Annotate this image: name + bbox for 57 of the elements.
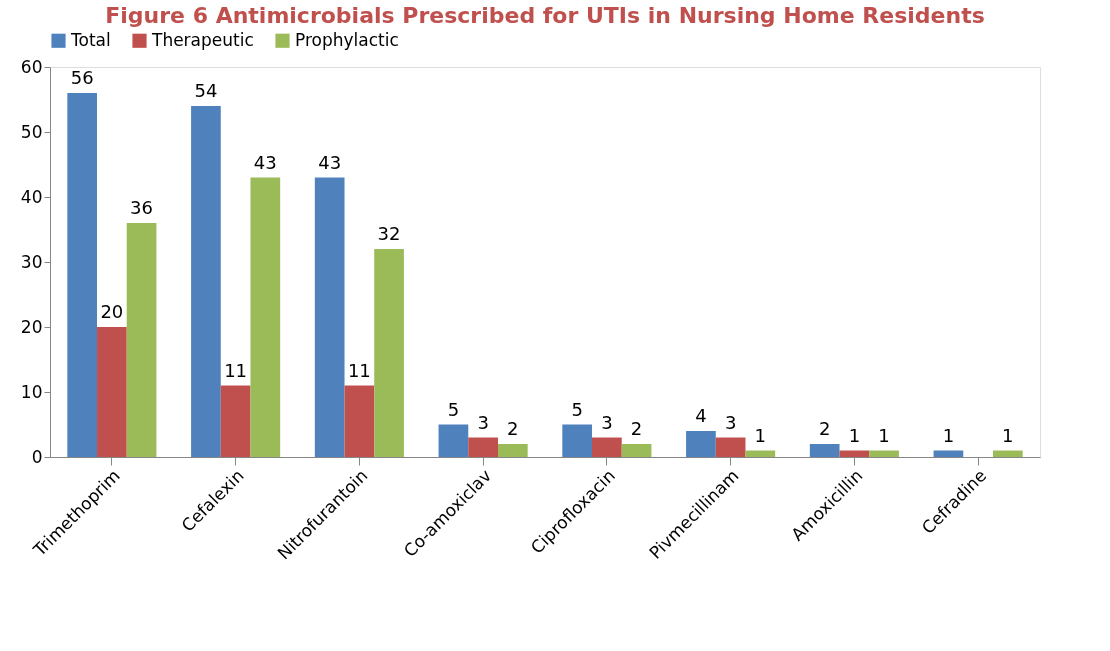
y-tick-label: 50	[20, 121, 43, 142]
bar	[67, 93, 98, 457]
bar	[933, 450, 964, 457]
data-label: 54	[194, 80, 218, 101]
chart-title: Figure 6 Antimicrobials Prescribed for UTIs in Nursing Home Residents	[105, 3, 985, 28]
data-label: 11	[224, 359, 248, 381]
bar	[191, 106, 221, 457]
bar	[592, 437, 622, 457]
data-label: 2	[818, 418, 831, 439]
y-tick-label: 0	[31, 446, 43, 467]
data-label: 1	[754, 424, 767, 446]
data-label: 5	[447, 398, 460, 420]
legend-label: Total	[70, 29, 111, 50]
bar	[497, 444, 528, 457]
bar	[220, 385, 251, 457]
data-label: 32	[377, 223, 401, 244]
bar	[374, 249, 404, 457]
bar	[126, 223, 157, 457]
bar	[869, 450, 899, 457]
bar	[562, 424, 593, 457]
bar	[745, 450, 776, 457]
bar	[250, 177, 281, 457]
data-label: 1	[848, 424, 861, 446]
bar	[715, 437, 746, 457]
y-tick-label: 10	[20, 381, 43, 402]
data-label: 20	[100, 301, 124, 322]
data-label: 2	[507, 418, 519, 439]
y-tick-label: 40	[20, 186, 43, 207]
data-label: 1	[878, 424, 890, 446]
bar	[314, 177, 345, 457]
data-label: 4	[695, 405, 707, 426]
bar	[344, 385, 375, 457]
bar	[621, 444, 652, 457]
data-label: 11	[347, 359, 371, 381]
data-label: 1	[1002, 424, 1014, 446]
data-label: 5	[571, 398, 583, 420]
bar	[97, 327, 127, 457]
data-label: 3	[724, 411, 737, 433]
y-tick-label: 60	[20, 56, 43, 77]
data-label: 2	[630, 418, 643, 439]
bar	[839, 450, 870, 457]
bar	[992, 450, 1023, 457]
data-label: 56	[70, 67, 94, 88]
y-tick-label: 20	[20, 316, 43, 337]
data-label: 3	[477, 411, 489, 433]
data-label: 1	[942, 424, 955, 446]
y-tick-label: 30	[20, 251, 43, 272]
bar	[686, 431, 716, 457]
bar	[809, 444, 840, 457]
bar	[468, 437, 498, 457]
data-label: 43	[318, 151, 342, 173]
legend-label: Therapeutic	[151, 29, 254, 50]
data-label: 43	[253, 151, 277, 173]
data-label: 36	[130, 197, 154, 218]
bar	[438, 424, 469, 457]
data-label: 3	[601, 411, 613, 433]
legend-label: Prophylactic	[295, 29, 399, 50]
